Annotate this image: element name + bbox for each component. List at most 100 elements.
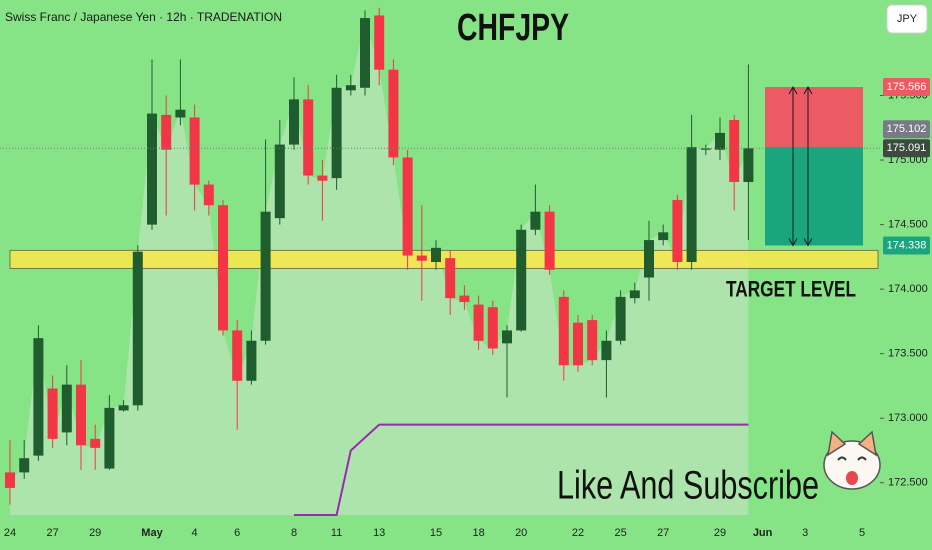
candle-body (175, 109, 186, 118)
currency: JPY (897, 13, 918, 25)
candle-body (558, 296, 569, 366)
target-box (765, 146, 863, 246)
candle-body (161, 114, 172, 150)
x-tick-label: 11 (331, 527, 342, 539)
candle-body (629, 290, 640, 299)
candle-body (218, 205, 228, 331)
candle-body (530, 211, 541, 230)
x-tick-label: 13 (373, 527, 385, 539)
candle-body (19, 458, 30, 473)
y-tick-label: 173.000 (888, 412, 928, 424)
price-tag (883, 77, 930, 96)
x-tick-label: 24 (4, 527, 16, 539)
price-tag (883, 236, 930, 255)
candle-body (459, 295, 470, 303)
x-tick-label: 5 (859, 527, 865, 539)
caption: Like And Subscribe (557, 464, 819, 508)
candle-body (416, 255, 427, 261)
candle-body (289, 99, 299, 145)
candle-body (147, 113, 157, 225)
candle-body (573, 322, 583, 366)
candle-body (274, 144, 285, 219)
y-tick-label: 172.500 (888, 477, 928, 489)
candle-body (388, 69, 399, 158)
candle-body (104, 407, 115, 469)
candle-body (431, 247, 441, 263)
candle-body (615, 296, 626, 341)
candle-body (601, 340, 612, 361)
candle-body (402, 157, 413, 256)
candle-body (90, 438, 101, 448)
candle-body (544, 211, 555, 270)
x-tick-label: 29 (714, 527, 726, 539)
candle-body (47, 388, 58, 439)
x-tick-label: 29 (89, 527, 101, 539)
x-tick-label: 20 (515, 527, 527, 539)
price-tag-label: 175.102 (887, 123, 927, 135)
candle-body (132, 251, 143, 406)
x-tick-label: 25 (614, 527, 626, 539)
arrow-head (788, 85, 798, 247)
candle-body (658, 232, 669, 241)
price-tag-label: 175.566 (887, 81, 927, 93)
zone-label: TARGET LEVEL (726, 276, 856, 301)
plot: 172.500 173.000 173.500 174.000 174.500 175.0… (0, 7, 930, 539)
subtitle: Swiss Franc / Japanese Yen · 12h · TRADE… (5, 10, 282, 24)
candle-body (61, 384, 72, 433)
candle-body (303, 99, 314, 176)
overlay-line (294, 423, 749, 516)
x-tick-label: 18 (472, 527, 484, 539)
candle-body (203, 184, 214, 206)
currency-box (886, 4, 928, 34)
y-tick-label: 174.000 (888, 283, 928, 295)
x-tick-label: 27 (657, 527, 669, 539)
price-tag (883, 139, 930, 158)
candle-body (33, 338, 44, 456)
candle-body (189, 117, 200, 185)
candle-body (232, 330, 243, 381)
candle-body (374, 15, 385, 70)
candle-body (686, 147, 697, 263)
price-tag-label: 174.338 (887, 239, 927, 251)
x-tick-label: 3 (802, 527, 808, 539)
candle-body (118, 405, 129, 411)
candle-body (345, 85, 356, 91)
y-tick-label: 173.500 (888, 348, 928, 360)
candle-body (715, 132, 725, 150)
candle-body (587, 320, 598, 361)
y-tick-label: 174.500 (888, 218, 928, 230)
candle-body (700, 148, 711, 150)
cat-icon (823, 430, 881, 490)
candle-body (331, 87, 342, 179)
candle-body (5, 472, 15, 488)
candle-body (260, 211, 271, 341)
candle-body (360, 18, 370, 88)
x-tick-label: Jun (753, 527, 773, 539)
candle-body (246, 340, 257, 381)
x-tick-label: 4 (192, 527, 198, 539)
candle-body (445, 258, 456, 299)
x-tick-label: 22 (572, 527, 584, 539)
arrow-head (803, 85, 813, 247)
candle-body (473, 304, 484, 341)
x-tick-label: 6 (234, 527, 240, 539)
candle-body (672, 200, 683, 263)
candle-body (76, 384, 86, 446)
candle-body (743, 148, 754, 182)
candle-body (516, 229, 527, 331)
candle-body (502, 330, 512, 344)
candle-body (317, 175, 328, 181)
x-tick-label: May (141, 527, 163, 539)
stop-box (765, 86, 863, 147)
chart-title: CHFJPY (457, 7, 569, 49)
x-tick-label: 15 (430, 527, 442, 539)
price-tag (883, 120, 930, 139)
candle-body (729, 120, 740, 182)
x-tick-label: 8 (291, 527, 297, 539)
candle-body (487, 307, 498, 349)
candle-body (644, 240, 654, 278)
price-tag-label: 175.091 (887, 142, 927, 154)
x-tick-label: 27 (46, 527, 58, 539)
